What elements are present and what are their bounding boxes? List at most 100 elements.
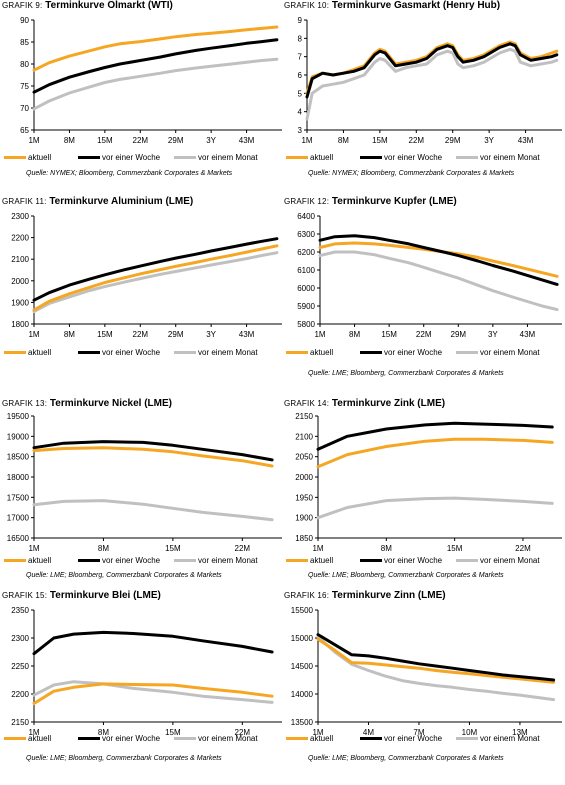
y-tick-label: 3: [298, 126, 303, 135]
x-tick-label: 3Y: [206, 136, 216, 145]
legend-item-monat: vor einem Monat: [174, 556, 258, 565]
legend-swatch: [286, 737, 308, 740]
x-tick-label: 8M: [98, 728, 109, 737]
legend-label: aktuell: [28, 348, 52, 357]
legend-swatch: [456, 737, 478, 740]
series-line-aktuell: [32, 244, 279, 312]
legend-swatch: [360, 559, 382, 562]
x-tick-label: 29M: [168, 136, 184, 145]
chart-title-text: Terminkurve Zinn (LME): [331, 590, 446, 601]
chart-title: GRAFIK 16: Terminkurve Zinn (LME): [284, 590, 446, 601]
legend-item-woche: vor einer Woche: [360, 348, 442, 357]
x-tick-label: 3Y: [206, 330, 216, 339]
y-tick-label: 80: [20, 60, 29, 69]
legend-label: aktuell: [310, 556, 334, 565]
series-line-aktuell: [32, 446, 274, 468]
legend-label: vor einem Monat: [480, 556, 540, 565]
y-tick-label: 2100: [11, 255, 29, 264]
legend-item-monat: vor einem Monat: [456, 556, 540, 565]
series-line-monat: [32, 680, 274, 704]
legend: aktuell vor einer Woche vor einem Monat: [286, 348, 561, 360]
x-tick-label: 8M: [64, 136, 75, 145]
chart-title-prefix: GRAFIK 16:: [284, 591, 330, 600]
legend-label: vor einer Woche: [102, 734, 161, 743]
x-tick-label: 3Y: [484, 136, 494, 145]
x-tick-label: 4M: [363, 728, 374, 737]
y-tick-label: 6200: [297, 248, 315, 257]
y-tick-label: 7: [298, 53, 303, 62]
legend-item-aktuell: aktuell: [286, 153, 333, 162]
series-line-monat: [32, 251, 279, 313]
plot-area: 16500 17000 17500 18000 18500 19000 19500 1M 8M 1…: [7, 412, 282, 553]
legend-label: aktuell: [310, 153, 334, 162]
chart-panel-4: GRAFIK 12: Terminkurve Kupfer (LME) 5800 5…: [282, 196, 565, 391]
y-tick-label: 65: [20, 126, 29, 135]
legend-label: vor einer Woche: [384, 556, 443, 565]
y-tick-label: 2150: [295, 412, 313, 421]
source-note: Quelle: NYMEX; Bloomberg, Commerzbank Co…: [308, 170, 515, 177]
x-tick-label: 22M: [235, 728, 251, 737]
legend-label: vor einem Monat: [198, 348, 258, 357]
legend-item-aktuell: aktuell: [4, 556, 51, 565]
y-tick-label: 2350: [11, 606, 29, 615]
legend-item-woche: vor einer Woche: [78, 556, 160, 565]
legend-swatch: [78, 351, 100, 354]
series-line-woche: [305, 42, 559, 99]
y-tick-label: 17500: [7, 493, 30, 502]
legend-label: vor einer Woche: [102, 348, 161, 357]
y-tick-label: 1900: [11, 298, 29, 307]
y-tick-label: 2100: [295, 432, 313, 441]
chart-title-text: Terminkurve Blei (LME): [49, 590, 161, 601]
series-line-monat: [305, 47, 559, 121]
legend-item-monat: vor einem Monat: [174, 153, 258, 162]
plot-area: 3 4 5 6 7 8 9 1M 8M 15M 22M 29M 3Y 43M: [298, 16, 562, 145]
y-tick-label: 13500: [291, 718, 314, 727]
x-tick-label: 15M: [97, 330, 113, 339]
legend-item-woche: vor einer Woche: [360, 556, 442, 565]
y-tick-label: 1950: [295, 493, 313, 502]
legend-label: vor einem Monat: [480, 348, 540, 357]
legend-swatch: [456, 156, 478, 159]
plot-area: 65 70 75 80 85 90 1M 8M 15M 22M 29M 3Y 43M: [20, 16, 282, 145]
x-tick-label: 8M: [349, 330, 360, 339]
x-tick-label: 29M: [445, 136, 461, 145]
x-tick-label: 15M: [372, 136, 388, 145]
chart-title: GRAFIK 13: Terminkurve Nickel (LME): [2, 398, 172, 409]
legend-swatch: [174, 737, 196, 740]
x-tick-label: 15M: [381, 330, 397, 339]
series-line-woche: [32, 237, 279, 302]
x-tick-label: 8M: [381, 544, 392, 553]
legend-item-monat: vor einem Monat: [456, 734, 540, 743]
x-tick-label: 15M: [97, 136, 113, 145]
y-tick-label: 2250: [11, 662, 29, 671]
legend-swatch: [456, 559, 478, 562]
plot-area: 13500 14000 14500 15000 15500 1M 4M 7M 10M 13M: [291, 606, 562, 737]
plot-area: 1850 1900 1950 2000 2050 2100 2150 1M 8M 15M 22M: [295, 412, 562, 553]
chart-title: GRAFIK 14: Terminkurve Zink (LME): [284, 398, 445, 409]
y-tick-label: 1850: [295, 534, 313, 543]
legend-item-monat: vor einem Monat: [174, 734, 258, 743]
chart-panel-6: GRAFIK 14: Terminkurve Zink (LME) 1850 190…: [282, 398, 565, 593]
legend-item-aktuell: aktuell: [286, 734, 333, 743]
y-tick-label: 2300: [11, 212, 29, 221]
x-tick-label: 43M: [239, 330, 255, 339]
x-tick-label: 43M: [520, 330, 536, 339]
legend-item-aktuell: aktuell: [4, 153, 51, 162]
x-tick-label: 1M: [312, 728, 323, 737]
chart-title: GRAFIK 11: Terminkurve Aluminium (LME): [2, 196, 193, 207]
series-line-monat: [318, 250, 559, 312]
x-tick-label: 29M: [451, 330, 467, 339]
y-tick-label: 6: [298, 71, 303, 80]
y-tick-label: 19500: [7, 412, 30, 421]
y-tick-label: 2150: [11, 718, 29, 727]
y-tick-label: 15000: [291, 634, 314, 643]
source-note: Quelle: LME; Bloomberg, Commerzbank Corp…: [26, 572, 222, 579]
chart-panel-7: GRAFIK 15: Terminkurve Blei (LME) 2150 220…: [0, 590, 283, 785]
y-tick-label: 19000: [7, 432, 30, 441]
y-tick-label: 75: [20, 82, 29, 91]
y-tick-label: 6400: [297, 212, 315, 221]
legend-item-aktuell: aktuell: [286, 556, 333, 565]
y-tick-label: 2200: [11, 234, 29, 243]
legend-label: vor einem Monat: [198, 153, 258, 162]
chart-title: GRAFIK 10: Terminkurve Gasmarkt (Henry H…: [284, 0, 500, 11]
